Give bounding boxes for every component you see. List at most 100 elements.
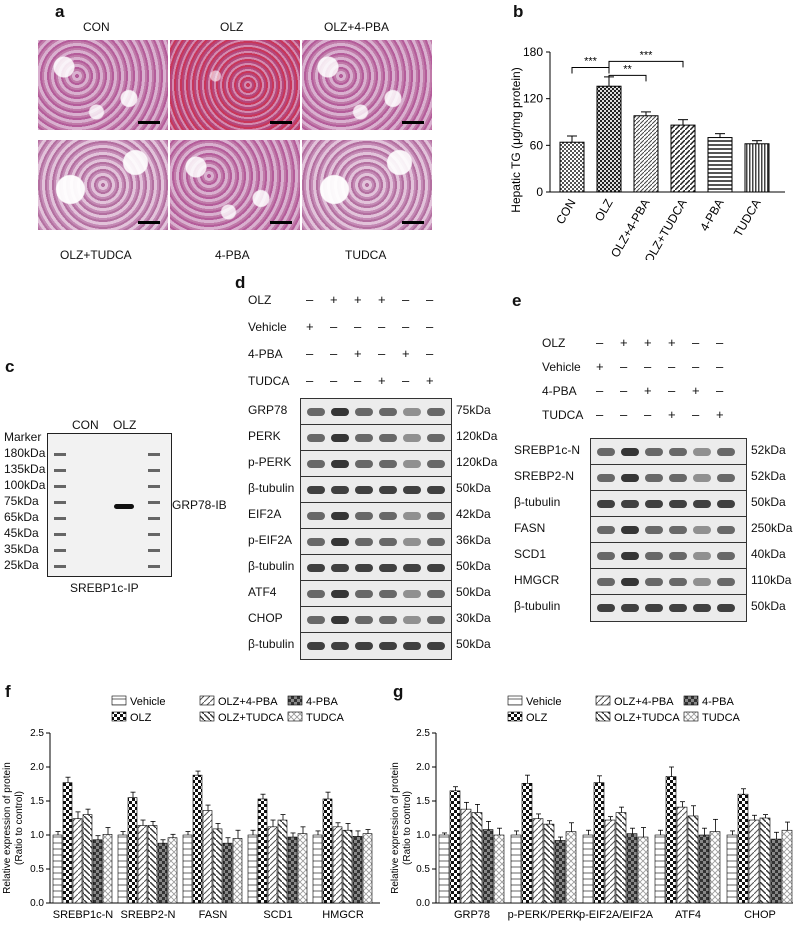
g-bar bbox=[626, 833, 638, 904]
condition-sign: + bbox=[668, 407, 676, 422]
blot-kda-label: 36kDa bbox=[456, 533, 491, 547]
blot-band bbox=[379, 512, 397, 520]
f-bar bbox=[342, 829, 353, 904]
blot-band bbox=[307, 616, 325, 624]
blot-band bbox=[693, 500, 711, 508]
blot-kda-label: 52kDa bbox=[751, 469, 786, 483]
blot-band bbox=[427, 512, 445, 520]
blot-row bbox=[300, 632, 452, 660]
blot-band bbox=[355, 460, 373, 468]
f-bar bbox=[312, 834, 323, 904]
panel-label-b: b bbox=[513, 2, 524, 21]
label-tudca: TUDCA bbox=[345, 248, 387, 262]
f-legend-swatch bbox=[287, 695, 303, 706]
blot-band bbox=[621, 604, 639, 612]
blot-band bbox=[331, 434, 349, 442]
blot-row-label: SCD1 bbox=[514, 547, 547, 561]
blot-band bbox=[331, 642, 349, 650]
condition-sign: – bbox=[620, 407, 628, 422]
condition-label: TUDCA bbox=[542, 408, 584, 422]
g-ytick-label: 0.5 bbox=[416, 864, 430, 875]
panel-label-d: d bbox=[235, 273, 246, 292]
g-legend-label: Vehicle bbox=[526, 696, 561, 708]
blot-band bbox=[645, 448, 663, 456]
b-bar bbox=[670, 124, 696, 193]
blot-band bbox=[331, 564, 349, 572]
condition-sign: – bbox=[426, 292, 434, 307]
b-xtick-label: 4-PBA bbox=[697, 197, 726, 234]
blot-band bbox=[307, 538, 325, 546]
blot-band bbox=[355, 616, 373, 624]
c-blot bbox=[47, 433, 172, 577]
g-bar bbox=[593, 782, 605, 904]
blot-row-label: CHOP bbox=[248, 611, 283, 625]
c-ladder-band bbox=[148, 485, 160, 488]
condition-sign: + bbox=[716, 407, 724, 422]
condition-sign: – bbox=[330, 373, 338, 388]
blot-row bbox=[590, 542, 747, 570]
f-legend-swatch bbox=[111, 695, 127, 706]
g-bar bbox=[698, 834, 710, 904]
b-bar bbox=[633, 115, 659, 193]
f-bar bbox=[72, 818, 83, 904]
c-marker-label: 75kDa bbox=[4, 494, 39, 508]
condition-sign: – bbox=[402, 292, 410, 307]
blot-band bbox=[355, 408, 373, 416]
b-bar bbox=[596, 85, 622, 193]
blot-band bbox=[427, 408, 445, 416]
f-bar bbox=[257, 798, 268, 904]
histology-olz-tudca bbox=[38, 140, 168, 230]
blot-band bbox=[427, 642, 445, 650]
c-ladder-band bbox=[148, 469, 160, 472]
blot-band bbox=[717, 604, 735, 612]
g-bar bbox=[615, 812, 627, 904]
blot-band bbox=[307, 590, 325, 598]
b-xtick-label: CON bbox=[553, 197, 578, 227]
condition-sign: + bbox=[644, 383, 652, 398]
chart-lipogenic-proteins: Relative expression of protein (Ratio to… bbox=[2, 695, 380, 921]
blot-band bbox=[427, 564, 445, 572]
condition-sign: – bbox=[378, 319, 386, 334]
c-ladder-band bbox=[148, 501, 160, 504]
f-bar bbox=[332, 826, 343, 904]
blot-band bbox=[693, 474, 711, 482]
b-sig-label: *** bbox=[584, 56, 598, 68]
panel-label-g: g bbox=[393, 682, 404, 701]
f-ytick-label: 0.5 bbox=[30, 864, 44, 875]
condition-sign: – bbox=[596, 407, 604, 422]
c-marker-header: Marker bbox=[4, 430, 42, 444]
blot-row bbox=[590, 438, 747, 466]
b-xtick-label: OLZ bbox=[592, 197, 616, 224]
condition-sign: – bbox=[668, 383, 676, 398]
condition-sign: + bbox=[596, 359, 604, 374]
blot-band bbox=[597, 578, 615, 586]
g-legend-swatch bbox=[507, 711, 523, 722]
b-bar bbox=[559, 141, 585, 193]
f-bar bbox=[157, 842, 168, 904]
condition-sign: + bbox=[644, 335, 652, 350]
condition-sign: – bbox=[378, 346, 386, 361]
blot-row bbox=[300, 580, 452, 608]
blot-row-label: β-tubulin bbox=[248, 481, 295, 495]
f-bar bbox=[247, 834, 258, 904]
c-band-label: GRP78-IB bbox=[172, 498, 227, 512]
blot-band bbox=[693, 448, 711, 456]
g-ytick-label: 2.0 bbox=[416, 762, 430, 773]
blot-row-label: HMGCR bbox=[514, 573, 560, 587]
condition-sign: – bbox=[692, 407, 700, 422]
blot-band bbox=[355, 590, 373, 598]
blot-band bbox=[645, 552, 663, 560]
condition-sign: + bbox=[354, 292, 362, 307]
f-ylabel1: Relative expression of protein bbox=[2, 762, 13, 894]
blot-band bbox=[379, 538, 397, 546]
blot-row-label: FASN bbox=[514, 521, 546, 535]
f-xtick-label: SREBP2-N bbox=[120, 909, 175, 921]
g-bar bbox=[665, 776, 677, 904]
c-ladder-band bbox=[54, 517, 66, 520]
blot-band bbox=[669, 500, 687, 508]
g-bar bbox=[554, 840, 566, 904]
f-bar bbox=[267, 826, 278, 904]
blot-band bbox=[427, 434, 445, 442]
f-bar bbox=[167, 837, 178, 904]
blot-kda-label: 50kDa bbox=[456, 481, 491, 495]
